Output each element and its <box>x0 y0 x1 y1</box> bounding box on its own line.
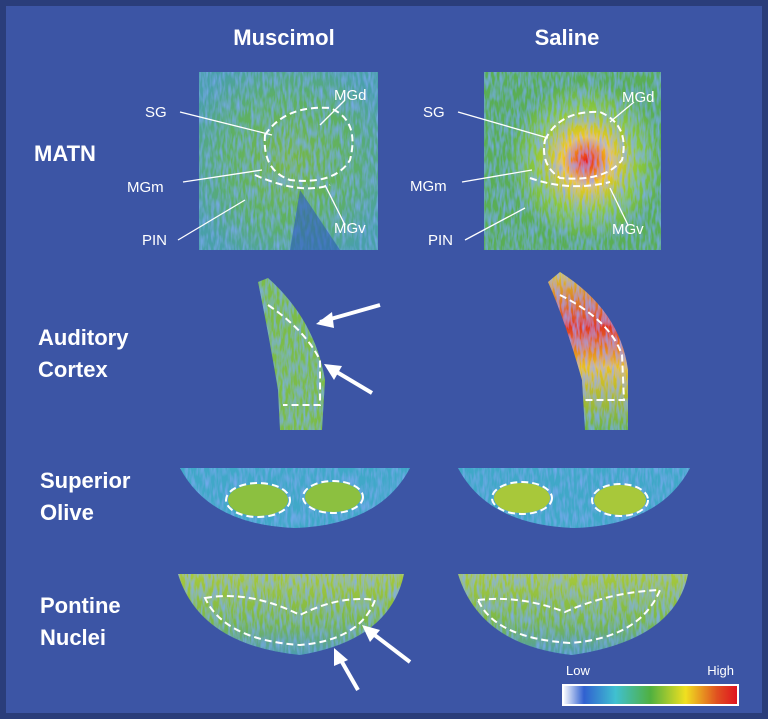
region-label: MGm <box>127 179 164 196</box>
region-label: SG <box>145 104 167 121</box>
row-label: Nuclei <box>40 625 106 650</box>
region-label: MGv <box>612 221 644 238</box>
region-label: SG <box>423 104 445 121</box>
row-label: MATN <box>34 141 96 166</box>
colorbar-label: Low <box>566 663 590 678</box>
row-label: Olive <box>40 500 94 525</box>
colorbar <box>563 685 738 705</box>
row-label: Auditory <box>38 325 129 350</box>
column-header: Saline <box>535 25 600 50</box>
region-label: PIN <box>428 232 453 249</box>
region-label: PIN <box>142 232 167 249</box>
row-label: Superior <box>40 468 131 493</box>
colorbar-label: High <box>707 663 734 678</box>
region-label: MGd <box>622 89 655 106</box>
row-label: Cortex <box>38 357 108 382</box>
heatmap-region <box>494 483 550 513</box>
column-header: Muscimol <box>233 25 334 50</box>
heatmap-region <box>305 482 361 512</box>
heatmap-region <box>228 484 288 516</box>
region-label: MGd <box>334 87 367 104</box>
region-label: MGm <box>410 178 447 195</box>
heatmap-region <box>594 485 646 515</box>
region-label: MGv <box>334 220 366 237</box>
row-label: Pontine <box>40 593 121 618</box>
figure: Muscimol Saline MATN Auditory Cortex Sup… <box>0 0 768 719</box>
